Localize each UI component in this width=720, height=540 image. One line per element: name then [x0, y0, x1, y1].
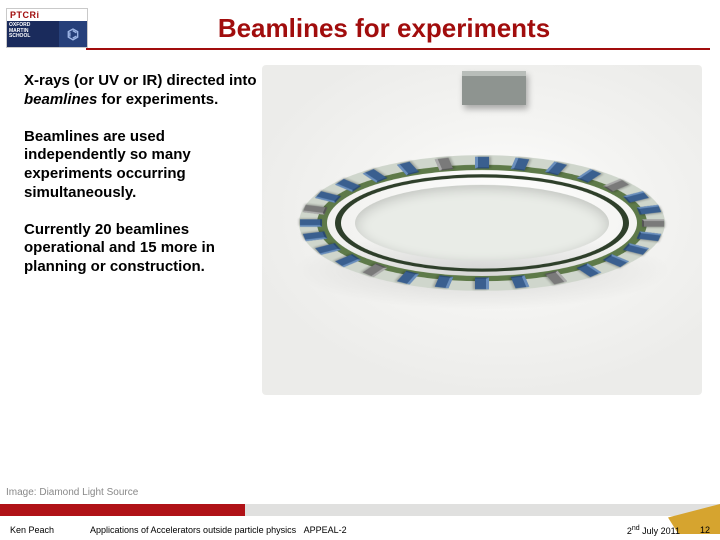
crest-icon: ⌬ — [59, 21, 87, 47]
figure-caption: Image: Diamond Light Source — [6, 487, 138, 498]
title-underline — [86, 48, 710, 50]
storage-ring — [317, 165, 647, 282]
p1-lead: X-rays (or UV or IR) directed into — [24, 72, 257, 89]
synchrotron-rendering — [262, 65, 702, 395]
footer-talk: Applications of Accelerators outside par… — [90, 525, 570, 535]
paragraph-3: Currently 20 beamlines operational and 1… — [24, 221, 262, 277]
footer-date: 2nd July 2011 — [570, 525, 680, 536]
ring-core — [355, 185, 609, 261]
logo-acronym: PTCRi — [7, 9, 87, 21]
footer-author: Ken Peach — [10, 525, 90, 535]
footer-accent-band — [0, 504, 720, 516]
footer: Ken Peach Applications of Accelerators o… — [0, 520, 720, 540]
paragraph-2: Beamlines are used independently so many… — [24, 128, 262, 203]
p1-keyword: beamlines — [24, 91, 97, 108]
p1-tail: for experiments. — [97, 91, 218, 108]
paragraph-1: X-rays (or UV or IR) directed into beaml… — [24, 72, 262, 110]
service-building — [462, 71, 526, 105]
beamline-hutch — [475, 157, 489, 169]
logo-school: OXFORD MARTIN SCHOOL — [7, 21, 59, 47]
body-text: X-rays (or UV or IR) directed into beaml… — [24, 72, 262, 470]
slide-number: 12 — [680, 525, 710, 535]
institution-logo: PTCRi OXFORD MARTIN SCHOOL ⌬ — [6, 8, 88, 48]
page-title: Beamlines for experiments — [88, 13, 720, 44]
